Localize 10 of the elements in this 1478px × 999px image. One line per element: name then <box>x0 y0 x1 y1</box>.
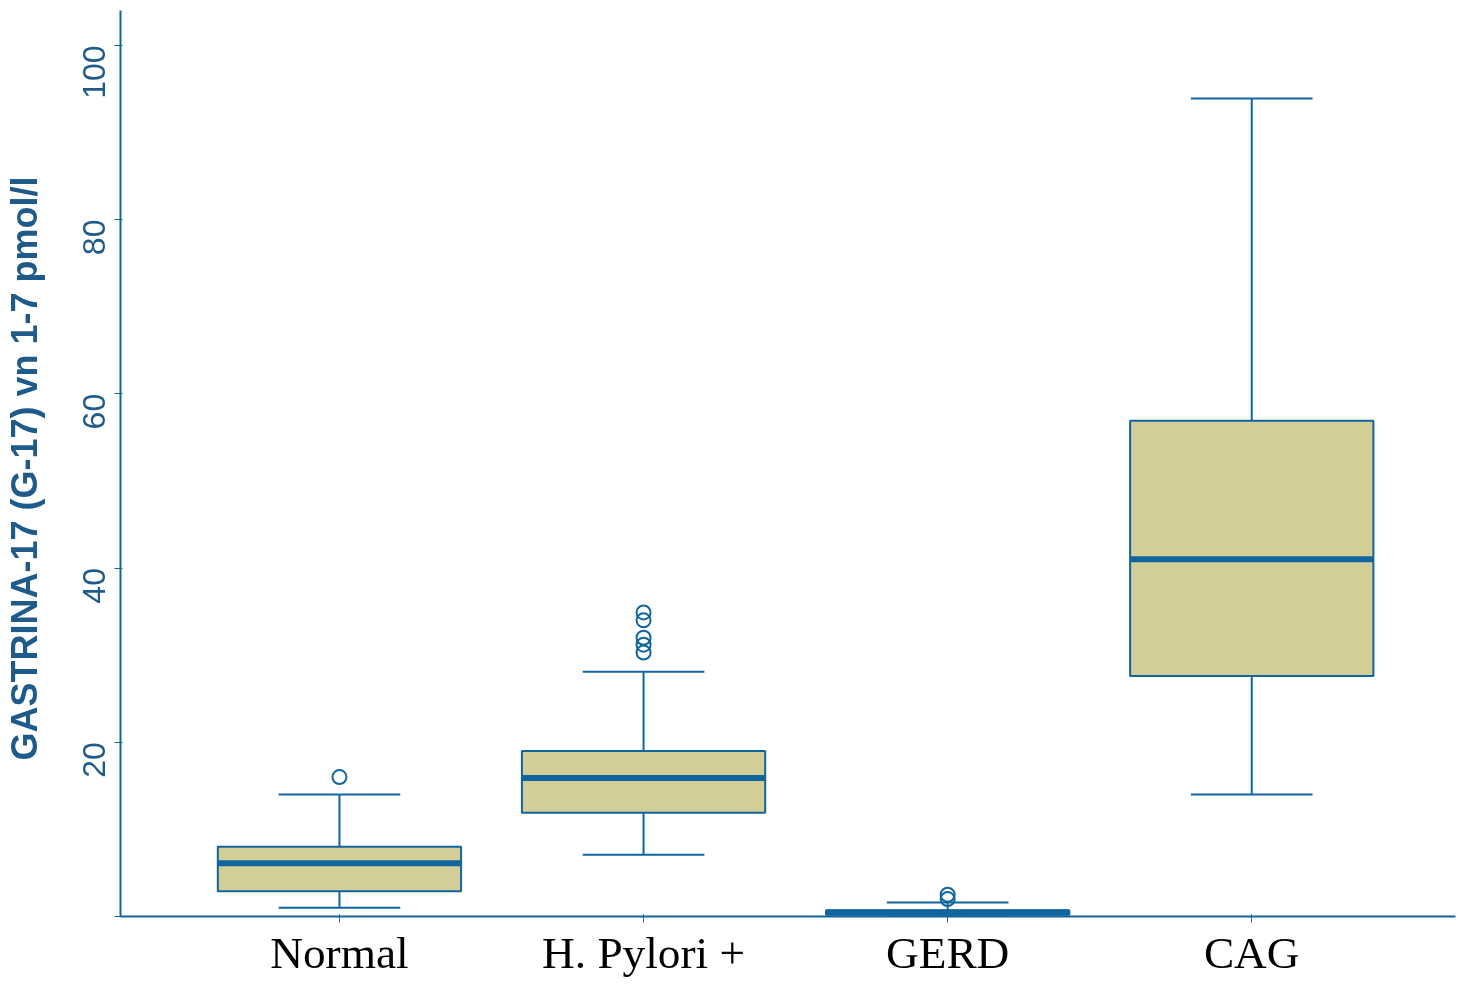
x-tick-label: H. Pylori + <box>542 927 746 978</box>
y-tick-label: 60 <box>76 393 113 430</box>
x-tick-label: GERD <box>885 927 1010 978</box>
x-tick-label: CAG <box>1203 927 1300 978</box>
y-tick-label: 100 <box>76 45 113 99</box>
y-tick-label: 40 <box>76 568 113 604</box>
y-tick-label: 20 <box>76 742 113 778</box>
x-tick-label: Normal <box>270 927 409 978</box>
y-tick-label: 80 <box>76 219 113 256</box>
y-axis-title: GASTRINA-17 (G-17) vn 1-7 pmol/l <box>3 176 45 761</box>
